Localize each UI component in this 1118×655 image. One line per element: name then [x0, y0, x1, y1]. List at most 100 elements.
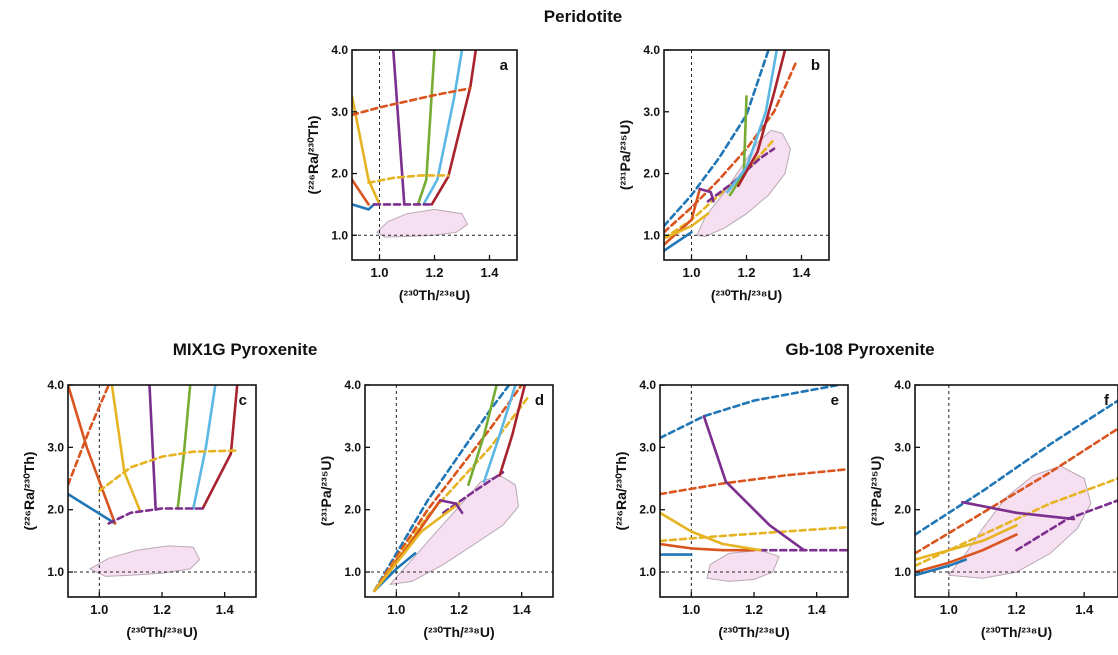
- series-line-blue-solid: [352, 203, 376, 211]
- series-line-cyan-solid: [482, 385, 517, 483]
- series-line-darkred-solid: [498, 385, 527, 477]
- series-line-orange-solid: [664, 187, 702, 246]
- y-tick-label: 1.0: [47, 565, 64, 579]
- y-axis-label: (²²⁶Ra/²³⁰Th): [613, 452, 629, 531]
- series-line-orange-solid: [660, 542, 756, 552]
- x-tick-label: 1.0: [387, 602, 405, 617]
- series-line-green-solid: [416, 50, 436, 206]
- series-line-gold-dashed: [660, 525, 848, 543]
- series-line-gold-solid: [110, 385, 142, 513]
- title-peridotite: Peridotite: [544, 7, 622, 26]
- y-tick-label: 4.0: [894, 378, 911, 392]
- x-tick-label: 1.0: [682, 602, 700, 617]
- series-line-blue-solid: [915, 558, 968, 577]
- series-line-purple-solid: [391, 50, 406, 206]
- x-tick-label: 1.2: [737, 265, 755, 280]
- series-line-blue-dashed: [915, 399, 1118, 536]
- panel-b: 1.0 1.2 1.4 1.0 2.0 3.0 4.0 (²³⁰Th/²³⁸U) (²³¹Pa/…: [617, 43, 830, 303]
- series-line-orange-solid: [68, 385, 117, 525]
- series-line-orange-dashed: [660, 467, 848, 496]
- series-line-orange-dashed: [68, 385, 110, 487]
- y-tick-label: 2.0: [894, 503, 911, 517]
- panel-label: c: [239, 392, 247, 409]
- series-line-purple-solid: [438, 499, 464, 515]
- series-line-cyan-solid: [725, 50, 779, 194]
- series-line-purple-solid: [698, 187, 715, 203]
- series-line-purple-dashed: [107, 507, 204, 525]
- y-tick-label: 1.0: [639, 565, 656, 579]
- x-tick-label: 1.0: [940, 602, 958, 617]
- x-tick-label: 1.2: [153, 602, 171, 617]
- x-tick-label: 1.2: [745, 602, 763, 617]
- y-tick-label: 4.0: [639, 378, 656, 392]
- y-tick-label: 3.0: [344, 440, 361, 454]
- series-line-green-solid: [176, 385, 192, 510]
- series-line-purple-dashed: [441, 470, 505, 515]
- y-tick-label: 1.0: [344, 565, 361, 579]
- y-axis-label: (²³¹Pa/²³⁵U): [617, 120, 633, 190]
- series-line-gold-solid: [915, 523, 1018, 561]
- y-tick-label: 1.0: [643, 228, 660, 242]
- series-line-gold-dashed: [664, 138, 776, 240]
- x-tick-label: 1.2: [425, 265, 443, 280]
- series-line-gold-dashed: [98, 449, 239, 493]
- x-tick-label: 1.4: [216, 602, 235, 617]
- series-line-blue-dashed: [373, 385, 511, 593]
- series-line-orange-dashed: [373, 385, 524, 593]
- y-tick-label: 1.0: [894, 565, 911, 579]
- series-line-orange-solid: [352, 178, 370, 206]
- series-line-darkred-solid: [736, 50, 787, 188]
- x-axis-label: (²³⁰Th/²³⁸U): [423, 624, 494, 640]
- y-tick-label: 2.0: [639, 503, 656, 517]
- series-line-blue-dashed: [660, 385, 840, 440]
- series-line-orange-dashed: [664, 61, 798, 234]
- y-tick-label: 2.0: [47, 503, 64, 517]
- series-line-purple-solid: [961, 500, 1076, 521]
- panel-e: 1.0 1.2 1.4 1.0 2.0 3.0 4.0 (²³⁰Th/²³⁸U) (²²⁶Ra/…: [613, 378, 849, 640]
- x-tick-label: 1.4: [513, 602, 532, 617]
- x-axis-label: (²³⁰Th/²³⁸U): [126, 624, 197, 640]
- series-line-gold-solid: [352, 95, 381, 206]
- series-line-darkred-solid: [201, 385, 239, 510]
- data-field: [706, 549, 780, 582]
- x-tick-label: 1.4: [792, 265, 811, 280]
- y-tick-label: 2.0: [331, 167, 348, 181]
- y-tick-label: 4.0: [331, 43, 348, 57]
- series-line-darkred-solid: [430, 50, 478, 206]
- panel-d: 1.0 1.2 1.4 1.0 2.0 3.0 4.0 (²³⁰Th/²³⁸U) (²³¹Pa/…: [318, 378, 554, 640]
- x-tick-label: 1.0: [682, 265, 700, 280]
- series-line-gold-solid: [373, 502, 461, 593]
- panel-c: 1.0 1.2 1.4 1.0 2.0 3.0 4.0 (²³⁰Th/²³⁸U) (²²⁶Ra/…: [21, 378, 257, 640]
- series-line-gold-solid: [664, 212, 710, 240]
- series-line-green-solid: [467, 385, 498, 487]
- title-mix1g: MIX1G Pyroxenite: [173, 340, 318, 359]
- plot-area: [68, 385, 256, 597]
- series-line-orange-dashed: [352, 87, 472, 117]
- y-tick-label: 3.0: [47, 440, 64, 454]
- series-line-blue-solid: [68, 492, 117, 525]
- y-axis-label: (²³¹Pa/²³⁵U): [868, 456, 884, 526]
- plot-area: [915, 385, 1118, 597]
- panels: 1.0 1.2 1.4 1.0 2.0 3.0 4.0 (²³⁰Th/²³⁸U) (²²⁶Ra/…: [21, 43, 1118, 640]
- y-tick-label: 3.0: [331, 105, 348, 119]
- data-field: [88, 545, 201, 577]
- x-axis-label: (²³⁰Th/²³⁸U): [399, 287, 470, 303]
- series-line-cyan-solid: [422, 50, 464, 206]
- panel-label: f: [1104, 392, 1110, 409]
- series-line-blue-dashed: [664, 50, 770, 228]
- y-tick-label: 3.0: [639, 440, 656, 454]
- series-line-orange-solid: [915, 533, 1018, 574]
- data-field: [375, 208, 469, 238]
- series-line-purple-solid: [702, 414, 806, 552]
- x-tick-label: 1.0: [370, 265, 388, 280]
- y-tick-label: 4.0: [344, 378, 361, 392]
- series-line-orange-dashed: [915, 427, 1118, 555]
- panel-f: 1.0 1.2 1.4 1.0 2.0 3.0 4.0 (²³⁰Th/²³⁸U) (²³¹Pa/…: [868, 378, 1118, 640]
- x-tick-label: 1.4: [480, 265, 499, 280]
- y-tick-label: 2.0: [643, 167, 660, 181]
- y-axis-label: (²²⁶Ra/²³⁰Th): [21, 452, 37, 531]
- series-line-gold-solid: [660, 511, 762, 552]
- panel-label: b: [811, 57, 820, 74]
- x-tick-label: 1.2: [1007, 602, 1025, 617]
